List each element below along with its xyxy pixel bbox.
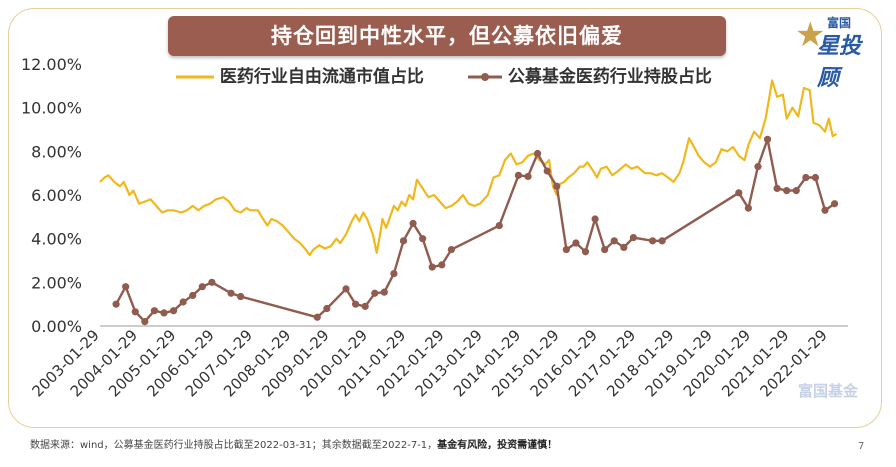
footer-source: 数据来源：wind，公募基金医药行业持股占比截至2022-03-31；其余数据截…	[30, 440, 438, 451]
series-point	[495, 221, 503, 230]
series-point	[562, 245, 570, 254]
series-point	[524, 172, 532, 181]
series-point	[150, 307, 159, 315]
series-point	[735, 189, 743, 197]
y-tick-label: 6.00%	[31, 186, 82, 205]
legend-item-market-share: 医药行业自由流通市值占比	[176, 62, 424, 87]
series-point	[179, 298, 187, 306]
series-point	[744, 204, 752, 212]
legend-swatch-fund-holding	[468, 73, 502, 81]
y-tick-label: 10.00%	[21, 99, 82, 118]
series-point	[380, 288, 388, 296]
series-point	[237, 292, 245, 301]
series-point	[428, 263, 436, 271]
series-point	[553, 182, 561, 190]
series-point	[773, 184, 781, 193]
footer-risk: 基金有风险，投资需谨慎！	[437, 440, 558, 451]
series-line-1	[115, 138, 836, 323]
series-point	[534, 149, 542, 158]
series-point	[629, 233, 638, 242]
y-tick-label: 12.00%	[21, 55, 82, 74]
series-point	[112, 300, 120, 308]
series-point	[610, 237, 618, 245]
chart-axes: 0.00%2.00%4.00%6.00%8.00%10.00%12.00%200…	[21, 55, 848, 400]
series-point	[783, 187, 791, 195]
series-point	[438, 261, 446, 269]
series-point	[141, 318, 149, 326]
series-point	[122, 283, 130, 291]
series-point	[371, 289, 379, 297]
page-number: 7	[858, 441, 865, 452]
series-point	[351, 300, 360, 308]
y-tick-label: 2.00%	[31, 273, 82, 292]
series-point	[572, 239, 580, 247]
chart-frame	[8, 8, 882, 428]
chart-title-banner: 持仓回到中性水平，但公募依旧偏爱	[168, 16, 726, 56]
brand-logo: ★ 富国 星投顾	[795, 12, 881, 91]
star-icon: ★	[795, 15, 826, 55]
series-point	[648, 237, 657, 245]
footer-note: 数据来源：wind，公募基金医药行业持股占比截至2022-03-31；其余数据截…	[30, 436, 557, 451]
y-tick-label: 4.00%	[31, 230, 82, 249]
logo-main-text: 星投顾	[817, 34, 862, 91]
series-point	[131, 308, 139, 316]
series-point	[409, 219, 417, 227]
y-tick-label: 8.00%	[31, 142, 82, 161]
legend-label-fund-holding: 公募基金医药行业持股占比	[507, 67, 712, 87]
chart-series	[99, 79, 839, 326]
series-point	[763, 135, 772, 143]
series-point	[390, 270, 398, 278]
series-point	[658, 237, 666, 245]
series-point	[821, 206, 829, 214]
legend-item-fund-holding: 公募基金医药行业持股占比	[468, 62, 712, 87]
series-point	[198, 283, 206, 291]
chart-title: 持仓回到中性水平，但公募依旧偏爱	[271, 24, 623, 48]
series-point	[419, 235, 427, 243]
logo-top-text: 富国	[827, 16, 852, 30]
series-point	[754, 163, 762, 171]
series-point	[361, 302, 369, 310]
series-point	[591, 215, 599, 223]
series-point	[447, 245, 455, 254]
legend-label-market-share: 医药行业自由流通市值占比	[219, 67, 424, 87]
series-point	[811, 173, 820, 182]
series-point	[543, 167, 551, 175]
series-point	[399, 237, 408, 245]
series-point	[620, 243, 628, 251]
series-point	[792, 187, 800, 195]
series-point	[342, 285, 350, 293]
series-point	[802, 173, 810, 182]
y-tick-label: 0.00%	[31, 317, 82, 336]
series-point	[313, 313, 321, 321]
series-point	[189, 291, 197, 300]
series-line-0	[99, 79, 838, 257]
series-point	[208, 278, 216, 286]
series-point	[830, 200, 839, 208]
series-point	[514, 171, 523, 179]
series-point	[323, 304, 331, 313]
series-point	[581, 248, 590, 256]
legend-swatch-market-share	[176, 75, 214, 79]
series-point	[601, 245, 609, 254]
watermark-text: 富国基金	[798, 382, 859, 400]
series-point	[160, 309, 168, 317]
series-point	[169, 307, 178, 315]
series-point	[227, 289, 235, 297]
